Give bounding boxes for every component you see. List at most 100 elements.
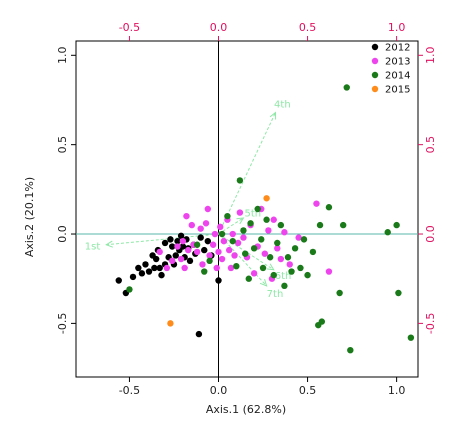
point-2013 [218,255,226,263]
point-2014 [393,221,400,229]
vector-arrowhead [266,263,275,271]
legend-marker-2015 [371,85,379,93]
right-tick-label: -0.5 [424,313,437,334]
point-2012 [129,273,137,281]
point-2014 [343,84,350,91]
point-2013 [163,264,171,272]
top-tick-label: 0.5 [299,21,317,34]
points-layer [115,84,415,354]
legend: 2012 2013 2014 2015 [371,43,410,96]
x-axis-title: Axis.1 (62.8%) [206,403,286,416]
point-2013 [227,264,235,272]
right-tick-label: 0.0 [424,225,437,243]
point-2012 [158,271,165,279]
point-2013 [177,255,185,263]
point-2014 [233,262,240,270]
point-2014 [270,271,277,279]
legend-marker-2014 [371,71,379,79]
point-2014 [281,282,288,290]
point-2013 [234,239,242,247]
point-2013 [313,200,320,207]
point-2012 [167,236,174,243]
point-2014 [259,264,267,272]
point-2014 [297,264,304,272]
top-tick-label: -0.5 [119,21,140,34]
point-2012 [177,232,185,240]
point-2013 [286,261,293,268]
x-tick-label: 0.5 [299,384,317,397]
point-2014 [242,250,249,257]
point-2014 [347,346,354,354]
point-2012 [197,234,204,241]
point-2013 [204,205,212,213]
point-2013 [209,241,217,248]
point-2012 [135,264,142,272]
legend-label-2012: 2012 [385,43,410,54]
vector-arrowhead [105,240,114,248]
y-tick-label: 1.0 [56,47,69,64]
y-tick-label: 0.0 [56,225,69,243]
y-tick-label: 0.5 [56,136,69,154]
vector-layer: 1st 4th 5th 6th 7th [85,99,292,300]
reference-lines [76,41,418,377]
point-2014 [254,205,261,213]
point-2014 [339,221,347,229]
point-2015 [263,195,270,202]
point-2012 [138,270,146,277]
point-2014 [336,289,343,297]
point-2014 [263,216,270,223]
point-2012 [204,237,212,245]
point-2012 [174,237,181,245]
vector-arrowhead [269,111,277,120]
x-tick-label: -0.5 [119,384,140,397]
point-2012 [186,257,194,265]
vector-1st [106,233,219,246]
point-2013 [295,234,302,241]
point-2013 [236,209,244,216]
top-tick-label: 0.0 [210,21,228,34]
point-2014 [250,245,258,252]
point-2013 [193,248,201,256]
point-2013 [188,221,195,229]
point-2013 [231,252,238,259]
point-2012 [179,243,187,250]
point-2013 [213,264,220,272]
point-2013 [265,227,272,234]
vector-arrowhead [259,279,268,287]
point-2012 [168,243,176,250]
point-2012 [215,277,222,284]
x-tick-label: 0.0 [210,384,228,397]
point-2013 [250,270,258,277]
point-2012 [151,264,158,272]
point-2014 [240,227,247,234]
point-2013 [206,252,213,259]
point-2014 [258,236,265,243]
vector-label: 1st [85,242,101,253]
point-2015 [167,320,174,327]
point-2014 [236,177,244,184]
point-2014 [266,254,274,261]
point-2014 [201,268,208,275]
legend-marker-2012 [371,43,379,51]
point-2014 [247,220,254,227]
point-2012 [115,277,122,284]
point-2013 [270,216,277,223]
point-2014 [304,271,311,279]
point-2014 [224,212,231,220]
point-2013 [199,261,206,268]
point-2014 [284,254,292,261]
point-2013 [281,229,288,236]
point-2012 [161,239,169,247]
point-2014 [126,286,133,293]
point-2014 [316,221,324,229]
legend-label-2013: 2013 [385,57,410,68]
point-2012 [156,264,163,272]
point-2013 [202,220,210,227]
point-2014 [407,334,415,341]
point-2012 [201,246,208,254]
point-2013 [156,248,163,256]
point-2013 [217,223,224,231]
point-2012 [152,255,160,263]
vector-label: 4th [274,99,291,110]
